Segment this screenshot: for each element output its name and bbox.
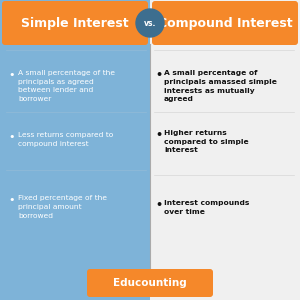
Text: Simple Interest: Simple Interest <box>21 16 129 29</box>
Text: A small percentage of
principals amassed simple
interests as mutually
agreed: A small percentage of principals amassed… <box>164 70 277 102</box>
FancyBboxPatch shape <box>150 0 300 300</box>
Text: Less returns compared to
compound interest: Less returns compared to compound intere… <box>18 132 113 147</box>
Text: Higher returns
compared to simple
interest: Higher returns compared to simple intere… <box>164 130 249 154</box>
Text: •: • <box>8 132 14 142</box>
Text: •: • <box>155 200 162 210</box>
Text: A small percentage of the
principals as agreed
between lender and
borrower: A small percentage of the principals as … <box>18 70 115 102</box>
FancyBboxPatch shape <box>87 269 213 297</box>
Text: Fixed percentage of the
principal amount
borrowed: Fixed percentage of the principal amount… <box>18 195 107 218</box>
Text: •: • <box>8 70 14 80</box>
FancyBboxPatch shape <box>152 1 298 45</box>
Text: vs.: vs. <box>144 19 156 28</box>
Text: Interest compounds
over time: Interest compounds over time <box>164 200 249 215</box>
Text: •: • <box>155 130 162 140</box>
Circle shape <box>136 9 164 37</box>
Text: Compound Interest: Compound Interest <box>158 16 292 29</box>
FancyBboxPatch shape <box>2 1 148 45</box>
Text: •: • <box>8 195 14 205</box>
FancyBboxPatch shape <box>0 0 150 300</box>
Text: Educounting: Educounting <box>113 278 187 288</box>
Text: •: • <box>155 70 162 80</box>
